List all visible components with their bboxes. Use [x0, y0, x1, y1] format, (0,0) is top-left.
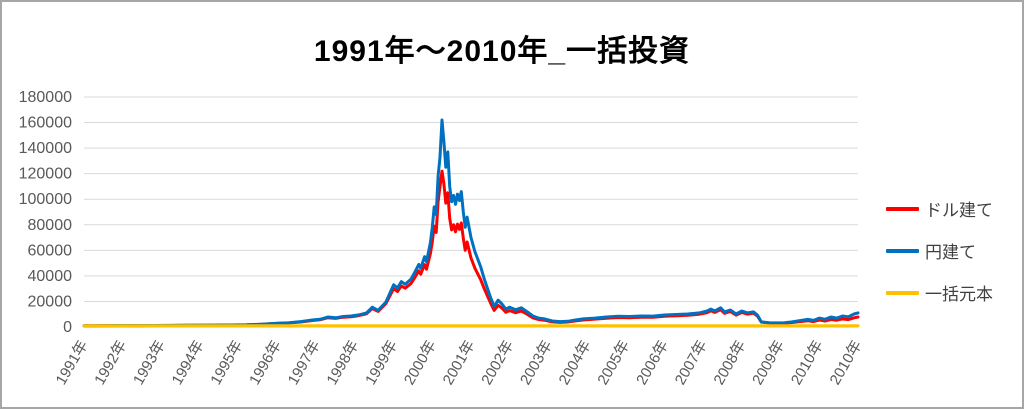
- x-axis-label: 1993年: [130, 338, 169, 388]
- x-axis-label: 1991年: [53, 338, 92, 388]
- y-axis-label: 40000: [28, 268, 73, 285]
- legend-swatch-dollar: [886, 206, 919, 211]
- x-axis-label: 2009年: [749, 338, 788, 388]
- series-line-dollar: [82, 169, 860, 328]
- y-axis-label: 100000: [19, 191, 72, 208]
- x-axis-label: 2000年: [401, 338, 440, 388]
- y-axis-label: 20000: [28, 293, 73, 310]
- legend: ドル建て 円建て 一括元本: [886, 196, 993, 305]
- x-axis-label: 1998年: [323, 338, 362, 388]
- x-axis-label: 2005年: [594, 338, 633, 388]
- y-axis-label: 80000: [28, 217, 73, 234]
- x-axis-label: 2002年: [478, 338, 517, 388]
- x-axis-label: 1999年: [362, 338, 401, 388]
- chart-title: 1991年～2010年_一括投資: [313, 35, 691, 68]
- y-axis-label: 140000: [19, 140, 72, 157]
- x-axis-label: 2006年: [633, 338, 672, 388]
- x-axis-label: 1994年: [169, 338, 208, 388]
- legend-label-yen: 円建て: [925, 243, 976, 262]
- y-axis-label: 180000: [19, 89, 72, 106]
- x-axis-label: 2008年: [710, 338, 749, 388]
- series-line-yen: [82, 118, 860, 328]
- legend-item-dollar: ドル建て: [886, 196, 993, 221]
- y-axis-label: 160000: [19, 115, 72, 132]
- legend-swatch-yen: [886, 248, 919, 253]
- x-axis-label: 1997年: [285, 338, 324, 388]
- y-axis-label: 0: [63, 319, 72, 336]
- x-axis-label: 2010年: [788, 338, 827, 388]
- y-axis-label: 120000: [19, 166, 72, 183]
- x-axis-label: 1995年: [207, 338, 246, 388]
- legend-label-principal: 一括元本: [925, 285, 993, 304]
- legend-label-dollar: ドル建て: [925, 201, 993, 220]
- x-axis-label: 2007年: [672, 338, 711, 388]
- legend-item-principal: 一括元本: [886, 280, 993, 305]
- x-axis-label: 2010年: [827, 338, 866, 388]
- y-axis-label: 60000: [28, 242, 73, 259]
- legend-item-yen: 円建て: [886, 238, 993, 263]
- x-axis-label: 2004年: [556, 338, 595, 388]
- x-axis-label: 1992年: [91, 338, 130, 388]
- x-axis-label: 2001年: [440, 338, 479, 388]
- x-axis-label: 1996年: [246, 338, 285, 388]
- x-axis-label: 2003年: [517, 338, 556, 388]
- legend-swatch-principal: [886, 290, 919, 295]
